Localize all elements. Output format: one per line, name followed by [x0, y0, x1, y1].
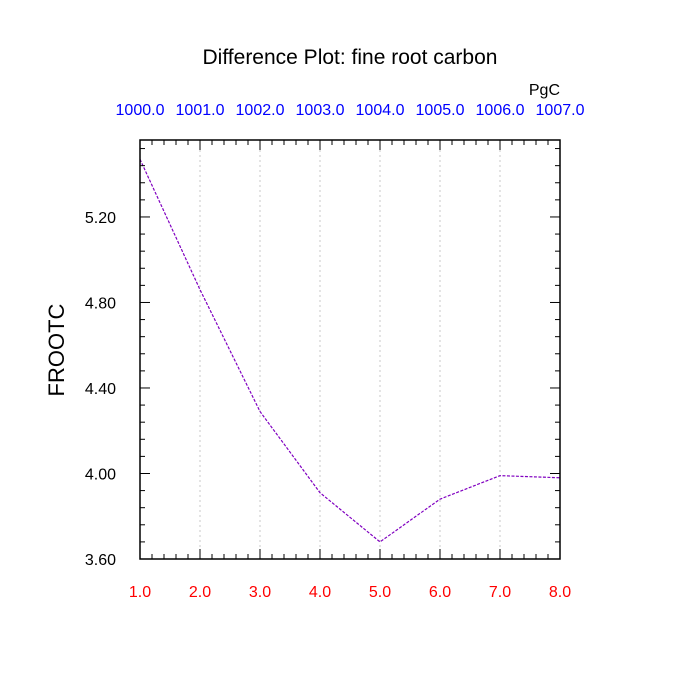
x-tick-label: 4.0 — [309, 584, 331, 601]
top-tick-label: 1004.0 — [356, 102, 405, 119]
series-line — [139, 158, 561, 543]
x-tick-label: 6.0 — [429, 584, 451, 601]
y-tick-label: 4.40 — [85, 381, 116, 398]
top-tick-label: 1006.0 — [476, 102, 525, 119]
y-tick-label: 4.00 — [85, 466, 116, 483]
x-tick-label: 2.0 — [189, 584, 211, 601]
chart-title: Difference Plot: fine root carbon — [203, 46, 498, 69]
top-tick-label: 1001.0 — [176, 102, 225, 119]
x-tick-label: 7.0 — [489, 584, 511, 601]
x-tick-label: 8.0 — [549, 584, 571, 601]
tick-labels: 1.0 2.0 3.0 4.0 5.0 6.0 7.0 8.0 1000.0 1001.0 1002… — [85, 102, 585, 601]
top-tick-label: 1003.0 — [296, 102, 345, 119]
series-group — [139, 158, 561, 543]
y-axis-label: FROOTC — [44, 303, 69, 396]
y-tick-label: 5.20 — [85, 210, 116, 227]
top-tick-label: 1002.0 — [236, 102, 285, 119]
top-tick-label: 1005.0 — [416, 102, 465, 119]
axes — [139, 139, 561, 560]
y-tick-label: 4.80 — [85, 295, 116, 312]
top-tick-label: 1007.0 — [536, 102, 585, 119]
x-tick-label: 1.0 — [129, 584, 151, 601]
plot-frame — [139, 139, 561, 560]
units-label: PgC — [529, 82, 560, 99]
x-tick-label: 5.0 — [369, 584, 391, 601]
x-tick-label: 3.0 — [249, 584, 271, 601]
top-tick-label: 1000.0 — [116, 102, 165, 119]
y-tick-label: 3.60 — [85, 552, 116, 569]
